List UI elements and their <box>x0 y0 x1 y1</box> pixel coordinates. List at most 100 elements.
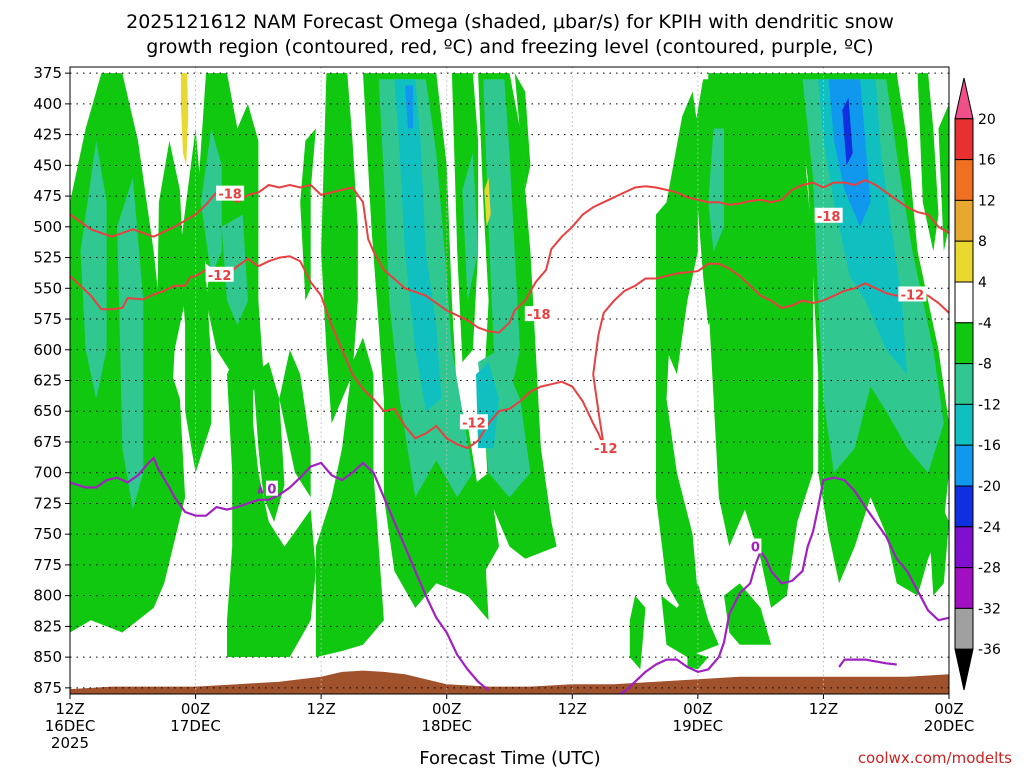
y-tick-label-0: 375 <box>33 64 62 82</box>
y-tick-label-18: 825 <box>33 617 62 635</box>
omega-region-44 <box>404 85 414 129</box>
colorbar-bottom-triangle <box>954 648 974 691</box>
grid-lines <box>70 67 949 694</box>
colorbar-tick-10: -24 <box>978 520 1001 536</box>
omega-region-23 <box>706 73 813 608</box>
x-tick-label-7-0: 00Z <box>934 700 963 718</box>
y-tick-label-9: 600 <box>33 341 62 359</box>
x-tick-label-2-0: 12Z <box>306 700 335 718</box>
freezing-level-contour-3 <box>257 484 264 494</box>
x-tick-label-4-0: 12Z <box>558 700 587 718</box>
contour-label-bg-2 <box>524 306 553 322</box>
y-tick-label-13: 700 <box>33 464 62 482</box>
omega-region-31 <box>117 177 144 510</box>
omega-region-3 <box>179 128 212 473</box>
y-tick-label-4: 475 <box>33 187 62 205</box>
colorbar-swatch-3 <box>954 199 974 242</box>
contour-label-5: -18 <box>817 210 841 225</box>
credit-text: coolwx.com/modelts <box>858 749 1012 767</box>
omega-region-28 <box>928 497 949 596</box>
colorbar-tick-13: -36 <box>978 642 1001 658</box>
contour-label-3: -12 <box>462 416 486 431</box>
colorbar-tick-2: 12 <box>978 193 996 209</box>
x-tick-label-3-0: 00Z <box>432 700 461 718</box>
y-tick-label-8: 575 <box>33 310 62 328</box>
y-tick-label-10: 625 <box>33 372 62 390</box>
y-tick-label-5: 500 <box>33 218 62 236</box>
terrain-area <box>70 670 949 694</box>
omega-region-2 <box>153 140 186 547</box>
omega-region-27 <box>938 103 949 252</box>
omega-shading <box>70 73 949 694</box>
colorbar-top-triangle <box>954 77 974 120</box>
contour-label-bg-6 <box>898 286 927 302</box>
x-tick-label-3-1: 18DEC <box>421 717 472 735</box>
contour-label-8: 0 <box>751 540 760 555</box>
contour-label-bg-5 <box>814 207 843 223</box>
contour-label-bg-8 <box>749 538 762 554</box>
y-tick-label-7: 550 <box>33 279 62 297</box>
omega-region-22 <box>656 202 698 621</box>
freezing-level-contour-2 <box>838 658 897 668</box>
colorbar-tick-0: 20 <box>978 112 996 128</box>
freezing-level-contour-0 <box>70 456 490 692</box>
contour-label-4: -12 <box>594 442 618 457</box>
omega-region-26 <box>917 73 939 252</box>
contour-label-6: -12 <box>901 288 925 303</box>
x-tick-label-5-1: 19DEC <box>673 717 724 735</box>
freezing-level-contour-1 <box>618 476 949 694</box>
colorbar-tick-5: -4 <box>978 316 992 332</box>
y-tick-label-15: 750 <box>33 525 62 543</box>
omega-region-8 <box>279 349 311 498</box>
contour-label-bg-0 <box>216 185 245 201</box>
colorbar-swatch-7 <box>954 363 974 405</box>
terrain-layer <box>70 670 949 694</box>
x-tick-label-6-0: 12Z <box>809 700 838 718</box>
omega-region-47 <box>484 177 491 227</box>
omega-region-18 <box>661 583 719 658</box>
colorbar-tick-12: -32 <box>978 601 1001 617</box>
contour-labels: -18 -12 -18 -12 -12 -18 -12 0 0 <box>205 185 927 555</box>
omega-region-19 <box>687 651 709 670</box>
contour-label-bg-1 <box>205 266 234 282</box>
contour-label-1: -12 <box>208 269 232 284</box>
omega-region-11 <box>315 337 384 658</box>
colorbar-tick-1: 16 <box>978 153 996 169</box>
contour-label-7: 0 <box>267 483 276 498</box>
colorbar-swatch-9 <box>954 444 974 487</box>
x-tick-label-0-0: 12Z <box>55 700 84 718</box>
x-tick-label-0-1: 16DEC <box>45 717 96 735</box>
omega-region-45 <box>842 97 853 166</box>
contour-label-bg-4 <box>591 440 620 456</box>
colorbar-swatch-6 <box>954 322 974 365</box>
omega-region-40 <box>394 79 442 412</box>
omega-region-32 <box>200 128 222 276</box>
contour-label-2: -18 <box>527 308 551 323</box>
colorbar-swatch-13 <box>954 607 974 650</box>
contour-label-bg-7 <box>265 480 278 496</box>
colorbar-swatch-12 <box>954 567 974 609</box>
colorbar-swatch-4 <box>954 240 974 283</box>
y-tick-label-17: 800 <box>33 587 62 605</box>
x-tick-label-1-0: 00Z <box>181 700 210 718</box>
colorbar-tick-6: -8 <box>978 357 992 373</box>
colorbar-swatch-1 <box>954 118 974 161</box>
y-tick-label-11: 650 <box>33 402 62 420</box>
chart-title-line2: growth region (contoured, red, ºC) and f… <box>146 36 873 58</box>
y-tick-label-2: 425 <box>33 126 62 144</box>
x-axis-label: Forecast Time (UTC) <box>419 748 600 768</box>
colorbar-swatch-2 <box>954 159 974 201</box>
omega-region-6 <box>227 349 316 658</box>
x-tick-label-7-1: 20DEC <box>924 717 975 735</box>
colorbar-swatch-10 <box>954 485 974 528</box>
colorbar-tick-8: -16 <box>978 438 1001 454</box>
y-tick-label-16: 775 <box>33 556 62 574</box>
y-tick-label-3: 450 <box>33 156 62 174</box>
x-tick-label-0-2: 2025 <box>51 734 89 752</box>
contour-label-bg-3 <box>459 414 488 430</box>
colorbar-swatch-8 <box>954 403 974 446</box>
y-tick-label-20: 875 <box>33 679 62 697</box>
y-tick-label-6: 525 <box>33 249 62 267</box>
